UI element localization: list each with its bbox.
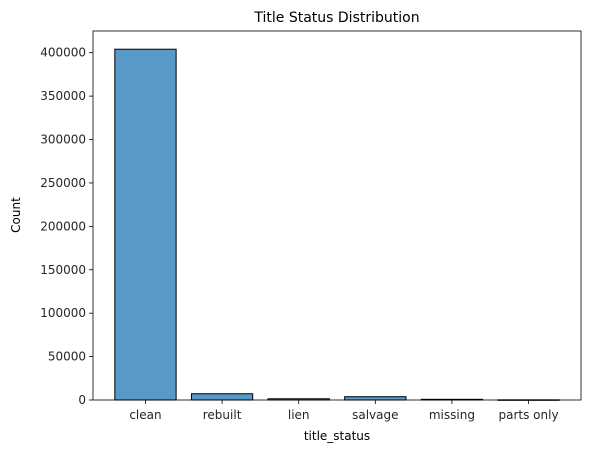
y-tick-label: 200000	[40, 219, 86, 233]
bar-salvage	[344, 396, 407, 401]
y-tick-label: 300000	[40, 133, 86, 147]
bar-rebuilt	[190, 393, 254, 401]
x-tick-label: clean	[129, 408, 161, 422]
y-tick-label: 100000	[40, 306, 86, 320]
y-tick-label: 50000	[48, 350, 86, 364]
plot-frame	[92, 30, 582, 401]
y-tick-label: 400000	[40, 46, 86, 60]
x-axis-label: title_status	[304, 429, 370, 443]
y-tick-label: 250000	[40, 176, 86, 190]
x-tick-label: rebuilt	[203, 408, 242, 422]
y-tick-label: 0	[78, 393, 86, 407]
x-tick-label: missing	[429, 408, 475, 422]
x-tick-label: lien	[288, 408, 310, 422]
x-tick-label: salvage	[352, 408, 398, 422]
bar-clean	[114, 48, 177, 401]
x-axis-ticks: clean rebuilt lien salvage missing parts only	[129, 400, 559, 422]
chart-title: Title Status Distribution	[253, 10, 419, 26]
x-tick-label: parts only	[498, 408, 558, 422]
y-axis-label: Count	[9, 197, 23, 233]
bars	[114, 48, 560, 401]
y-tick-label: 350000	[40, 89, 86, 103]
y-tick-label: 150000	[40, 263, 86, 277]
y-axis-ticks: 0 50000 100000 150000 200000 250000 300000 3500…	[40, 46, 93, 407]
